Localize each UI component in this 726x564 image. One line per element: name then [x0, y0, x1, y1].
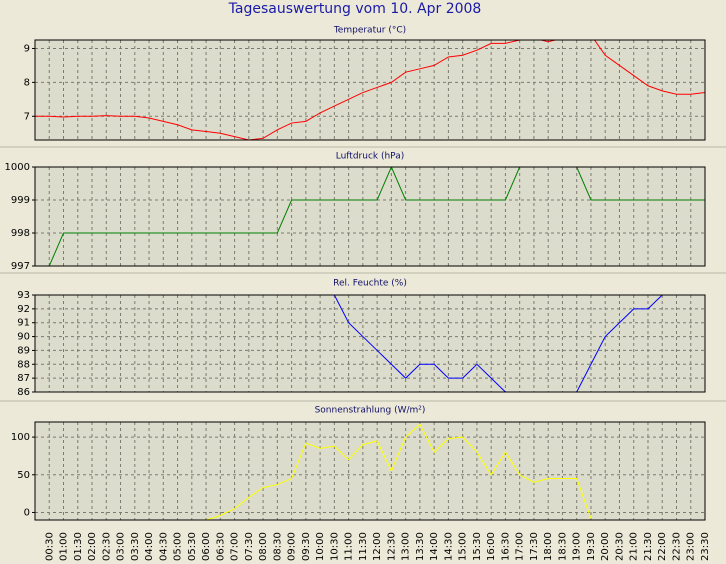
y-tick-label: 86 — [17, 387, 30, 398]
x-tick-label: 13:00 — [401, 532, 412, 561]
data-line — [205, 423, 592, 520]
y-tick-label: 997 — [11, 261, 30, 272]
x-tick-label: 21:30 — [643, 532, 654, 561]
x-tick-label: 14:30 — [443, 532, 454, 561]
x-tick-label: 05:00 — [173, 532, 184, 561]
x-tick-label: 10:00 — [315, 532, 326, 561]
x-tick-label: 13:30 — [415, 532, 426, 561]
x-tick-label: 08:00 — [258, 532, 269, 561]
x-tick-label: 21:00 — [629, 532, 640, 561]
x-tick-label: 10:30 — [329, 532, 340, 561]
x-tick-label: 03:00 — [116, 532, 127, 561]
page-title: Tagesauswertung vom 10. Apr 2008 — [228, 1, 482, 17]
x-tick-label: 17:30 — [529, 532, 540, 561]
y-tick-label: 999 — [11, 195, 30, 206]
chart-title: Sonnenstrahlung (W/m²) — [315, 406, 426, 416]
x-tick-label: 15:00 — [458, 532, 469, 561]
plot-area — [34, 166, 706, 267]
data-line — [35, 40, 705, 140]
x-tick-label: 20:30 — [614, 532, 625, 561]
x-tick-label: 04:00 — [144, 532, 155, 561]
y-tick-label: 91 — [17, 318, 30, 329]
x-tick-label: 02:30 — [101, 532, 112, 561]
x-tick-label: 12:00 — [372, 532, 383, 561]
x-tick-label: 06:00 — [201, 532, 212, 561]
x-tick-label: 14:00 — [429, 532, 440, 561]
y-tick-label: 90 — [17, 332, 30, 343]
x-tick-label: 05:30 — [187, 532, 198, 561]
x-tick-label: 20:00 — [600, 532, 611, 561]
x-tick-label: 06:30 — [215, 532, 226, 561]
x-tick-label: 22:30 — [671, 532, 682, 561]
plot-area — [34, 421, 706, 521]
x-tick-label: 07:30 — [244, 532, 255, 561]
x-tick-label: 15:30 — [472, 532, 483, 561]
x-tick-label: 08:30 — [272, 532, 283, 561]
data-line — [35, 167, 705, 266]
x-tick-label: 01:30 — [73, 532, 84, 561]
x-tick-label: 09:30 — [301, 532, 312, 561]
x-tick-label: 09:00 — [287, 532, 298, 561]
x-tick-label: 18:30 — [557, 532, 568, 561]
x-tick-label: 16:00 — [486, 532, 497, 561]
x-tick-label: 03:30 — [130, 532, 141, 561]
plot-border — [34, 421, 706, 521]
y-tick-label: 998 — [11, 228, 30, 239]
plot-border — [34, 39, 706, 141]
y-tick-label: 7 — [24, 111, 30, 122]
y-tick-label: 0 — [24, 507, 30, 518]
x-tick-label: 19:00 — [572, 532, 583, 561]
y-tick-label: 88 — [17, 359, 30, 370]
y-tick-label: 89 — [17, 345, 30, 356]
x-tick-label: 19:30 — [586, 532, 597, 561]
x-tick-label: 17:00 — [515, 532, 526, 561]
x-tick-label: 00:30 — [44, 532, 55, 561]
x-tick-label: 07:00 — [230, 532, 241, 561]
x-tick-label: 11:00 — [344, 532, 355, 561]
chart-title: Rel. Feuchte (%) — [333, 279, 407, 289]
y-tick-label: 9 — [24, 43, 30, 54]
chart-title: Temperatur (°C) — [333, 26, 406, 36]
x-tick-label: 16:30 — [500, 532, 511, 561]
x-tick-label: 04:30 — [158, 532, 169, 561]
plot-border — [34, 166, 706, 267]
data-line — [333, 295, 663, 392]
y-tick-label: 50 — [17, 470, 30, 481]
x-tick-label: 11:30 — [358, 532, 369, 561]
y-tick-label: 93 — [17, 290, 30, 301]
x-tick-label: 01:00 — [59, 532, 70, 561]
x-tick-label: 12:30 — [386, 532, 397, 561]
y-tick-label: 1000 — [5, 162, 30, 173]
x-tick-label: 22:00 — [657, 532, 668, 561]
y-tick-label: 100 — [11, 432, 30, 443]
x-tick-label: 18:00 — [543, 532, 554, 561]
x-tick-label: 23:30 — [700, 532, 711, 561]
x-tick-label: 23:00 — [686, 532, 697, 561]
x-tick-label: 02:00 — [87, 532, 98, 561]
y-tick-label: 92 — [17, 304, 30, 315]
chart-title: Luftdruck (hPa) — [336, 152, 405, 162]
y-tick-label: 87 — [17, 373, 30, 384]
plot-border — [34, 294, 706, 393]
y-tick-label: 8 — [24, 77, 30, 88]
